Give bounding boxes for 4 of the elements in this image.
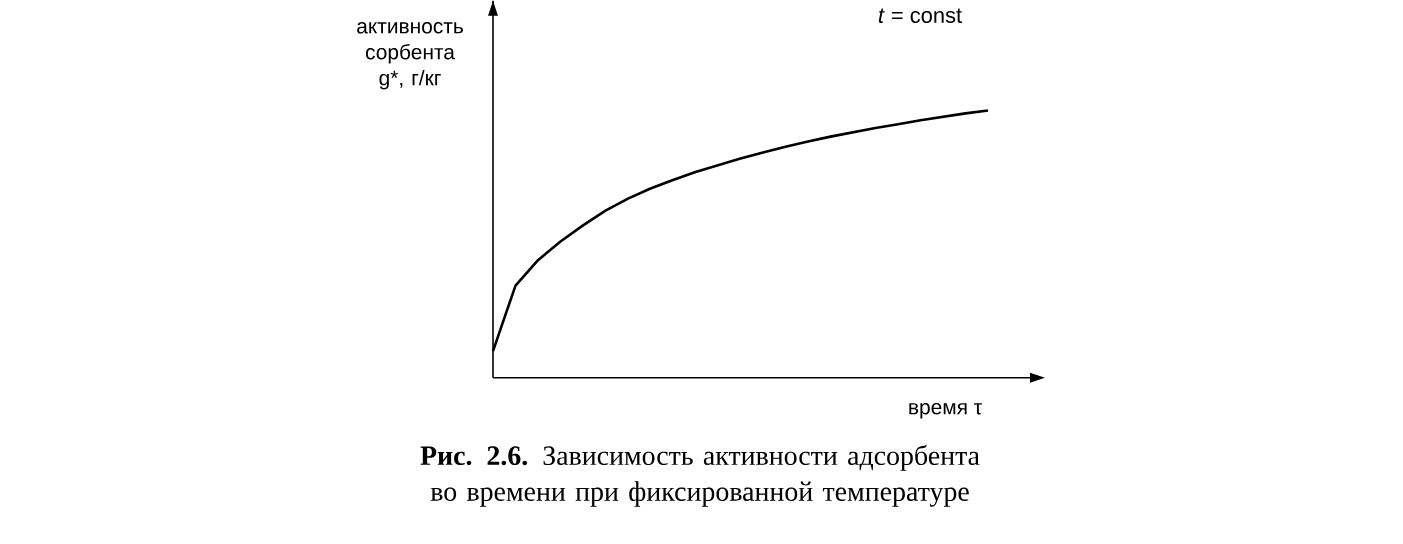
y-axis-title: активность сорбента g*, г/кг bbox=[357, 22, 463, 90]
x-axis-title: время τ bbox=[909, 403, 982, 419]
text: t = const bbox=[878, 8, 962, 24]
text: Рис. 2.6. Зависимость активности адсорбента во времени при фиксированной температуре bbox=[420, 444, 980, 507]
